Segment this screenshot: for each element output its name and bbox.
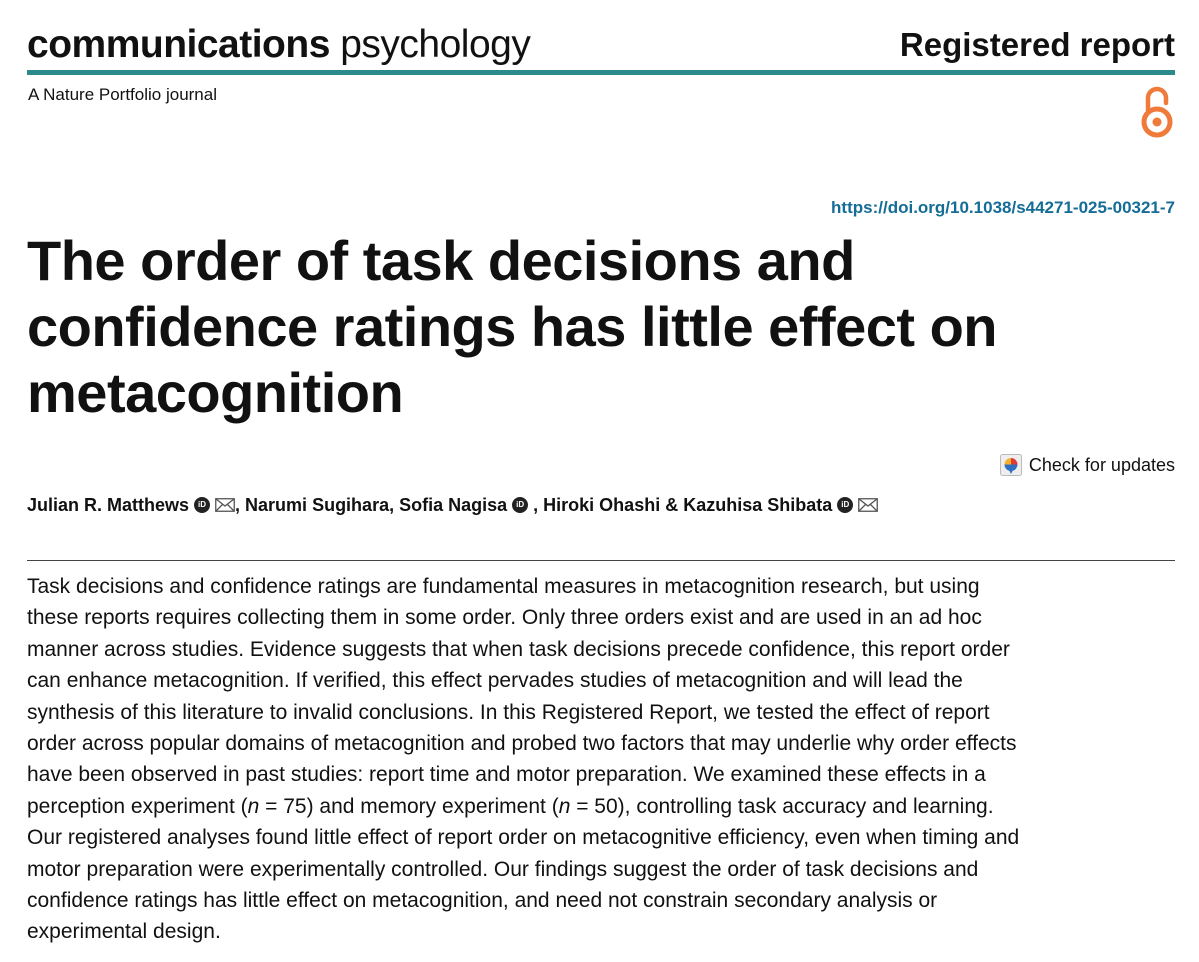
check-updates-label: Check for updates (1028, 455, 1175, 475)
check-for-updates-button[interactable]: Check for updates (999, 453, 1175, 477)
author-name[interactable]: Sofia Nagisa (399, 495, 508, 515)
author-separator: , (528, 495, 544, 515)
doi-link[interactable]: https://doi.org/10.1038/s44271-025-00321… (831, 198, 1175, 217)
sample-size-symbol: n (247, 794, 260, 818)
email-icon[interactable] (215, 498, 235, 512)
journal-name-regular: psychology (340, 23, 531, 66)
author-name[interactable]: Hiroki Ohashi (543, 495, 661, 515)
author-name[interactable]: Narumi Sugihara (245, 495, 390, 515)
email-icon[interactable] (858, 498, 879, 512)
author-separator: & (660, 495, 684, 515)
check-updates-icon (999, 454, 1022, 476)
abstract-text-2: = 75) and memory experiment ( (259, 794, 559, 818)
abstract-text-1: Task decisions and confidence ratings ar… (27, 575, 1017, 818)
orcid-icon[interactable]: iD (194, 497, 211, 513)
author-list: Julian R. Matthews iD , Narumi Sugihara … (27, 492, 879, 518)
open-access-icon[interactable] (1139, 84, 1175, 140)
article-title: The order of task decisions and confiden… (27, 229, 998, 424)
article-type: Registered report (899, 26, 1175, 63)
author-separator: , (389, 495, 400, 515)
sample-size-symbol: n (558, 794, 571, 818)
abstract-text-3: = 50), controlling task accuracy and lea… (27, 794, 1020, 944)
journal-name: communications psychology (27, 22, 531, 68)
abstract: Task decisions and confidence ratings ar… (27, 571, 1027, 948)
orcid-icon[interactable]: iD (837, 497, 854, 513)
journal-name-bold: communications (27, 23, 330, 66)
author-name[interactable]: Kazuhisa Shibata (683, 495, 833, 515)
author-divider (27, 560, 1175, 561)
header-rule (27, 70, 1175, 75)
orcid-icon[interactable]: iD (512, 497, 529, 513)
journal-tagline: A Nature Portfolio journal (28, 85, 217, 104)
author-separator: , (235, 495, 246, 515)
author-name[interactable]: Julian R. Matthews (27, 495, 190, 515)
